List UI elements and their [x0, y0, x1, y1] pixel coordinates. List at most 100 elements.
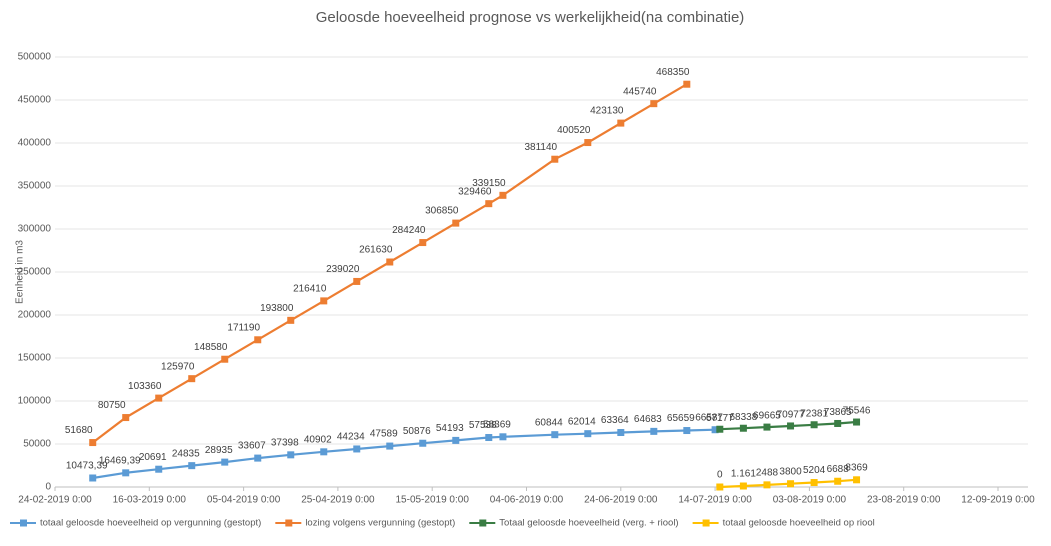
- marker: [499, 191, 507, 199]
- data-label: 216410: [293, 284, 327, 295]
- y-tick-label: 250000: [18, 267, 52, 278]
- marker: [763, 481, 771, 489]
- marker: [650, 100, 658, 108]
- data-label: 468350: [656, 67, 690, 78]
- series-line: [92, 428, 716, 480]
- marker: [188, 462, 196, 470]
- data-label: 64683: [634, 414, 662, 425]
- legend-marker: [702, 519, 710, 527]
- data-label: 8369: [845, 462, 868, 473]
- marker: [853, 418, 861, 426]
- marker: [386, 258, 394, 266]
- y-tick-label: 300000: [18, 224, 52, 235]
- marker: [320, 297, 328, 305]
- data-label: 44234: [337, 432, 365, 443]
- x-tick-label: 24-02-2019 0:00: [18, 495, 92, 506]
- data-label: 47589: [370, 429, 398, 440]
- y-tick-label: 200000: [18, 310, 52, 321]
- y-tick-label: 0: [45, 482, 51, 493]
- data-label: 65659: [667, 413, 695, 424]
- data-label: 339150: [472, 178, 506, 189]
- y-tick-label: 50000: [23, 439, 51, 450]
- data-label: 423130: [590, 106, 624, 117]
- marker: [834, 477, 842, 485]
- x-tick-label: 24-06-2019 0:00: [584, 495, 658, 506]
- legend-marker: [20, 519, 27, 527]
- legend-marker: [479, 519, 487, 527]
- x-tick-label: 25-04-2019 0:00: [301, 495, 375, 506]
- marker: [551, 431, 559, 439]
- data-label: 3800: [779, 466, 802, 477]
- data-label: 51680: [65, 425, 93, 436]
- data-label: 37398: [271, 437, 299, 448]
- x-tick-label: 16-03-2019 0:00: [113, 495, 187, 506]
- data-label: 33607: [238, 441, 266, 452]
- marker: [254, 336, 262, 344]
- data-label: 239020: [326, 264, 360, 275]
- marker: [287, 316, 295, 324]
- data-label: 72381: [800, 408, 828, 419]
- x-tick-label: 14-07-2019 0:00: [678, 495, 752, 506]
- data-label: 193800: [260, 303, 294, 314]
- marker: [683, 80, 691, 88]
- marker: [386, 442, 394, 450]
- x-tick-label: 03-08-2019 0:00: [773, 495, 847, 506]
- marker: [617, 119, 625, 127]
- data-label: 2488: [756, 468, 779, 479]
- marker: [122, 414, 130, 422]
- data-label: 171190: [227, 322, 260, 333]
- chart-title: Geloosde hoeveelheid prognose vs werkeli…: [316, 9, 745, 26]
- marker: [254, 454, 262, 462]
- data-label: 5204: [803, 465, 826, 476]
- data-label: 40902: [304, 434, 332, 445]
- marker: [287, 451, 295, 459]
- marker: [787, 422, 795, 430]
- data-label: 24835: [172, 448, 200, 459]
- marker: [353, 277, 361, 285]
- legend-label: Totaal geloosde hoeveelheid (verg. + rio…: [499, 518, 678, 529]
- data-label: 67177: [706, 413, 734, 424]
- data-label: 80750: [98, 400, 126, 411]
- marker: [89, 439, 97, 447]
- marker: [221, 355, 229, 363]
- y-tick-label: 150000: [18, 353, 52, 364]
- marker: [419, 239, 427, 247]
- data-label: 63364: [601, 415, 629, 426]
- data-label: 445740: [623, 86, 657, 97]
- x-tick-label: 15-05-2019 0:00: [395, 495, 469, 506]
- data-label: 60844: [535, 417, 563, 428]
- y-tick-label: 500000: [18, 52, 52, 63]
- marker: [122, 469, 130, 477]
- marker: [419, 439, 427, 447]
- data-label: 58369: [483, 419, 511, 430]
- marker: [155, 465, 163, 473]
- marker: [499, 433, 507, 441]
- marker: [188, 375, 196, 383]
- marker: [617, 429, 625, 437]
- data-label: 148580: [194, 342, 228, 353]
- marker: [739, 482, 747, 490]
- x-tick-label: 23-08-2019 0:00: [867, 495, 941, 506]
- marker: [810, 421, 818, 429]
- data-label: 28935: [205, 445, 233, 456]
- y-tick-label: 450000: [18, 95, 52, 106]
- x-tick-label: 12-09-2019 0:00: [961, 495, 1035, 506]
- data-label: 125970: [161, 361, 195, 372]
- data-label: 381140: [524, 142, 557, 153]
- marker: [485, 200, 493, 208]
- data-label: 57538: [469, 420, 497, 431]
- data-label: 400520: [557, 125, 591, 136]
- marker: [716, 483, 724, 491]
- data-label: 261630: [359, 245, 393, 256]
- marker: [452, 219, 460, 227]
- data-label: 68338: [729, 412, 757, 423]
- x-tick-label: 04-06-2019 0:00: [490, 495, 564, 506]
- marker: [683, 427, 691, 435]
- x-tick-label: 05-04-2019 0:00: [207, 495, 281, 506]
- data-label: 70977: [777, 410, 805, 421]
- marker: [810, 479, 818, 487]
- marker: [739, 424, 747, 432]
- data-label: 50876: [403, 426, 431, 437]
- data-label: 1.161: [731, 469, 756, 480]
